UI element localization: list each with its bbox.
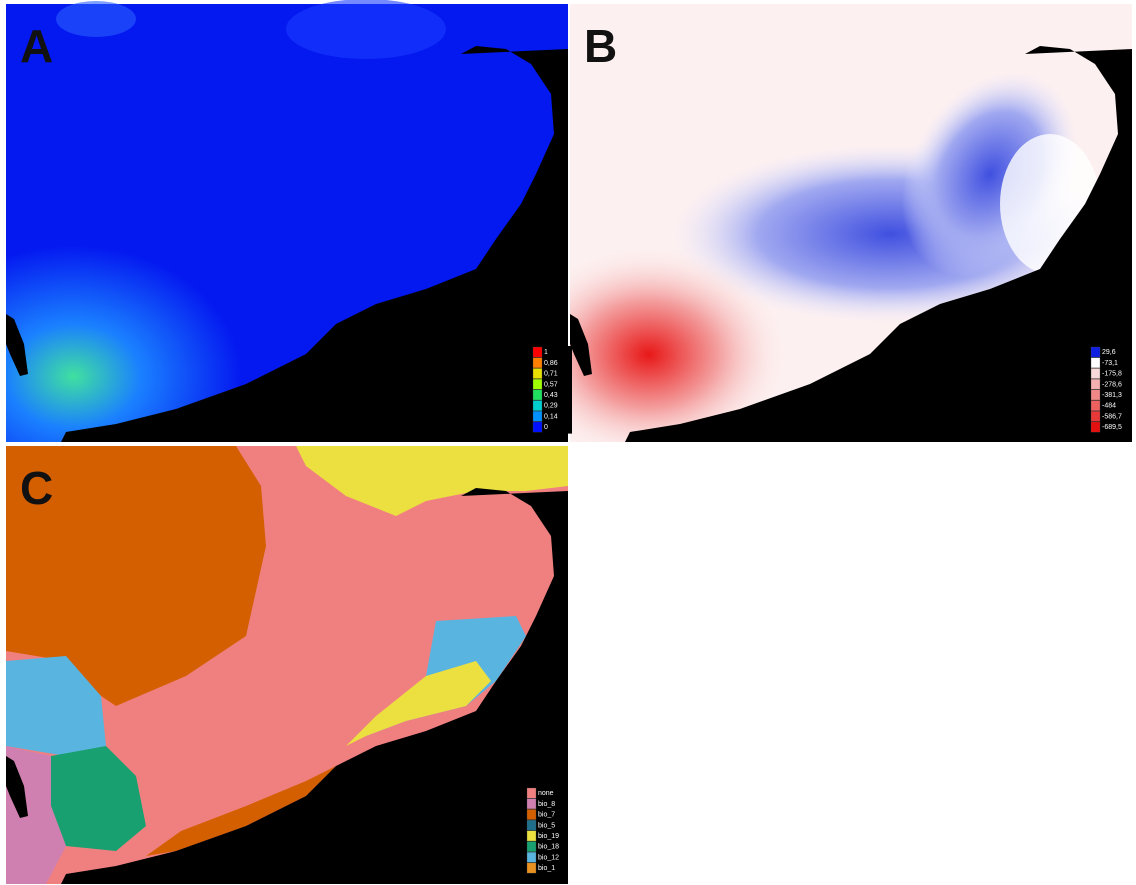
legend-swatch — [527, 809, 536, 819]
legend-label: -278,6 — [1102, 381, 1122, 388]
legend-swatch — [527, 820, 536, 830]
legend-label: bio_5 — [538, 822, 555, 829]
panel-b — [570, 4, 1132, 442]
legend-swatch — [527, 788, 536, 798]
legend-label: 29,6 — [1102, 349, 1116, 356]
legend-swatch — [533, 379, 542, 389]
legend-swatch — [533, 347, 542, 357]
legend-swatch — [533, 422, 542, 432]
legend-swatch — [533, 368, 542, 378]
legend-label: 0,29 — [544, 403, 558, 410]
legend-swatch — [527, 831, 536, 841]
legend-swatch — [1091, 358, 1100, 368]
panel-letter: A — [20, 20, 53, 72]
legend-swatch — [1091, 411, 1100, 421]
legend-label: 0,71 — [544, 371, 558, 378]
legend-label: bio_8 — [538, 801, 555, 808]
legend-swatch — [527, 852, 536, 862]
map-area — [286, 0, 446, 59]
legend-label: -175,8 — [1102, 371, 1122, 378]
legend-label: -381,3 — [1102, 392, 1122, 399]
legend-label: -586,7 — [1102, 413, 1122, 420]
legend-label: -73,1 — [1102, 360, 1118, 367]
legend-label: -689,5 — [1102, 424, 1122, 431]
legend-label: bio_7 — [538, 812, 555, 819]
legend-label: -484 — [1102, 403, 1116, 410]
legend-swatch — [527, 799, 536, 809]
legend-label: bio_18 — [538, 844, 559, 851]
legend-swatch — [533, 358, 542, 368]
panel-c — [6, 446, 568, 884]
legend-swatch — [533, 411, 542, 421]
legend-label: 0,43 — [544, 392, 558, 399]
legend-label: 0 — [544, 424, 548, 431]
legend-label: bio_19 — [538, 833, 559, 840]
legend-swatch — [1091, 390, 1100, 400]
legend-label: 0,14 — [544, 413, 558, 420]
legend-label: 0,86 — [544, 360, 558, 367]
legend-swatch — [527, 842, 536, 852]
legend-label: 1 — [544, 349, 548, 356]
panel-letter: B — [584, 20, 617, 72]
legend-swatch — [1091, 401, 1100, 411]
figure: A 1 0,86 0,71 0,57 0,43 0,29 0,14 0 B 29,6 -73,1 -17… — [0, 0, 1136, 885]
legend-label: bio_12 — [538, 854, 559, 861]
page: {"panels": [ {"label": "A", "legend": [ … — [0, 0, 1136, 885]
map-area — [56, 1, 136, 37]
legend-label: bio_1 — [538, 865, 555, 872]
panel-letter: C — [20, 462, 53, 514]
legend-swatch — [1091, 347, 1100, 357]
legend-swatch — [533, 401, 542, 411]
panel-a — [6, 0, 568, 442]
legend-swatch — [533, 390, 542, 400]
legend-swatch — [527, 863, 536, 873]
legend-swatch — [1091, 379, 1100, 389]
legend-swatch — [1091, 422, 1100, 432]
legend-label: none — [538, 790, 554, 797]
legend-swatch — [1091, 368, 1100, 378]
legend-label: 0,57 — [544, 381, 558, 388]
